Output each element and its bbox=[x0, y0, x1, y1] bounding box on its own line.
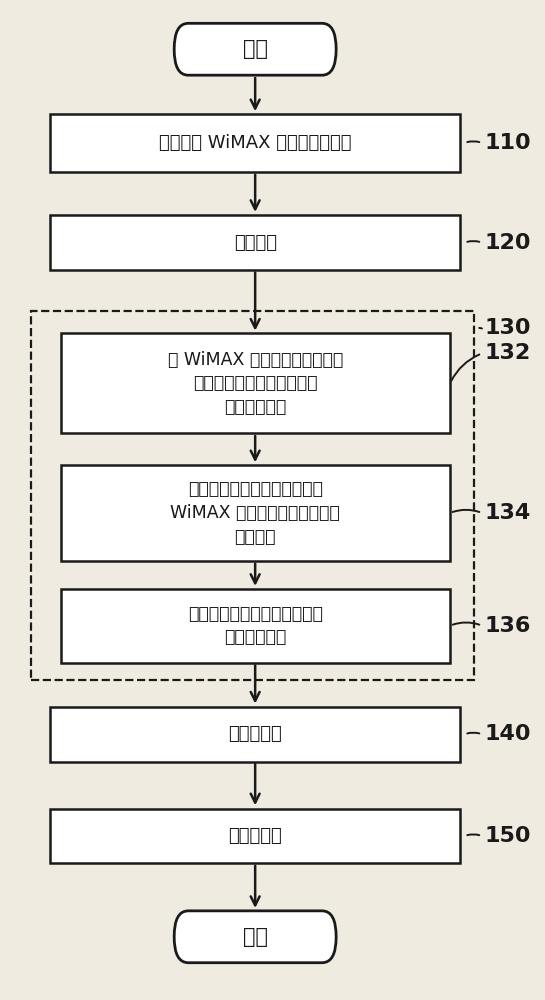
Text: 134: 134 bbox=[485, 503, 531, 523]
Text: 120: 120 bbox=[485, 233, 531, 253]
Text: 储存查找表: 储存查找表 bbox=[228, 827, 282, 845]
Text: 取最小值做为每个组合对应的
可用频道数量: 取最小值做为每个组合对应的 可用频道数量 bbox=[187, 605, 323, 646]
Text: 储存阈值: 储存阈值 bbox=[234, 234, 277, 252]
Text: 140: 140 bbox=[485, 724, 531, 744]
FancyBboxPatch shape bbox=[61, 589, 450, 663]
FancyBboxPatch shape bbox=[50, 114, 461, 172]
Text: 132: 132 bbox=[485, 343, 531, 363]
FancyBboxPatch shape bbox=[50, 707, 461, 762]
Text: 136: 136 bbox=[485, 616, 531, 636]
Text: 130: 130 bbox=[485, 318, 531, 338]
FancyBboxPatch shape bbox=[174, 911, 336, 963]
Text: 测量每个 WiMAX 频道对应的阈值: 测量每个 WiMAX 频道对应的阈值 bbox=[159, 134, 352, 152]
Text: 结束: 结束 bbox=[243, 927, 268, 947]
Text: 对 WiMAX 频道与输出功率等级
的每一组合测量蓝牙的可用
接收频道数量: 对 WiMAX 频道与输出功率等级 的每一组合测量蓝牙的可用 接收频道数量 bbox=[167, 351, 343, 416]
Text: 测量每一上述组合中，不干扰
WiMAX 频道的蓝牙的可用发送
频道数量: 测量每一上述组合中，不干扰 WiMAX 频道的蓝牙的可用发送 频道数量 bbox=[170, 480, 340, 546]
Text: 建立查找表: 建立查找表 bbox=[228, 725, 282, 743]
FancyBboxPatch shape bbox=[50, 215, 461, 270]
Text: 开始: 开始 bbox=[243, 39, 268, 59]
FancyBboxPatch shape bbox=[174, 23, 336, 75]
FancyBboxPatch shape bbox=[50, 809, 461, 863]
Text: 150: 150 bbox=[485, 826, 531, 846]
Text: 110: 110 bbox=[485, 133, 531, 153]
FancyBboxPatch shape bbox=[61, 465, 450, 561]
FancyBboxPatch shape bbox=[61, 333, 450, 433]
